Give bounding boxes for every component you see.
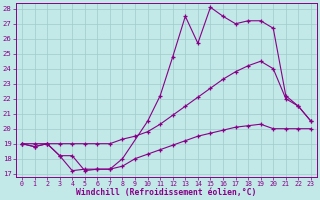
X-axis label: Windchill (Refroidissement éolien,°C): Windchill (Refroidissement éolien,°C) xyxy=(76,188,257,197)
